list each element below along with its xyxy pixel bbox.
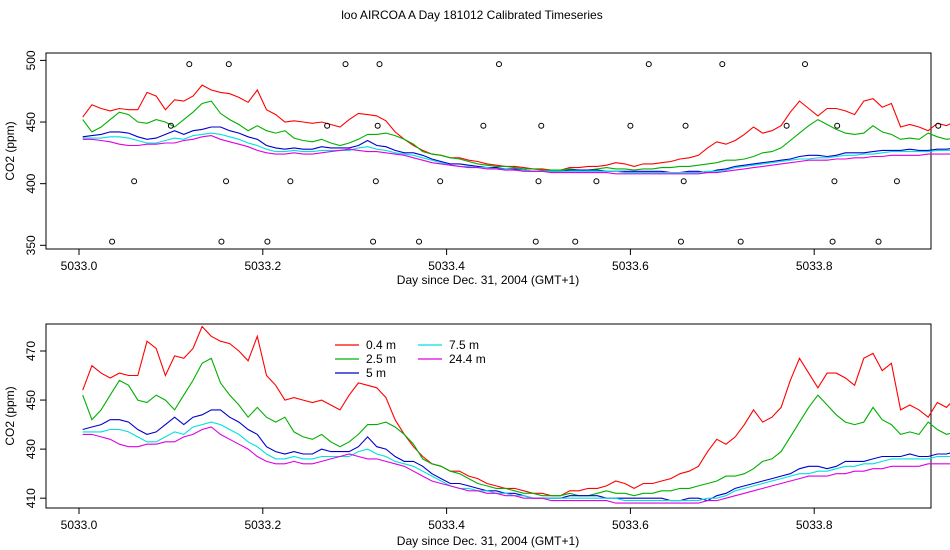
- bottom-y-tick-label: 450: [24, 390, 38, 410]
- scatter-point: [495, 61, 502, 68]
- bottom-y-tick-label: 430: [24, 439, 38, 459]
- top-x-tick-label: 5033.6: [612, 259, 649, 273]
- top-y-tick-label: 500: [24, 50, 38, 70]
- legend-label: 5 m: [366, 366, 386, 380]
- y-axis-top: 350 400 450 500: [24, 50, 46, 255]
- plot-frame-top: [45, 52, 932, 250]
- scatter-point: [370, 238, 377, 245]
- scatter-point: [186, 61, 193, 68]
- scatter-point: [682, 122, 689, 129]
- legend-label: 24.4 m: [449, 352, 486, 366]
- scatter-point: [875, 238, 882, 245]
- y-axis-bottom: 410 430 450 470: [24, 341, 46, 508]
- scatter-point: [893, 178, 900, 185]
- scatter-point: [131, 178, 138, 185]
- scatter-point: [167, 122, 174, 129]
- top-series-line-24-4-m: [82, 135, 950, 175]
- scatter-point: [538, 122, 545, 129]
- bottom-y-tick-label: 410: [24, 488, 38, 508]
- top-y-tick-label: 350: [24, 235, 38, 255]
- bottom-series-line-2-5-m: [82, 357, 950, 497]
- scatter-point: [223, 178, 230, 185]
- bottom-x-tick-label: 5033.0: [61, 518, 98, 532]
- scatter-point: [376, 61, 383, 68]
- legend: 0.4 m2.5 m5 m 7.5 m24.4 m: [335, 338, 486, 380]
- scatter-point: [802, 61, 809, 68]
- scatter-point: [680, 178, 687, 185]
- scatter-point: [374, 122, 381, 129]
- scatter-point: [593, 178, 600, 185]
- top-x-tick-label: 5033.4: [428, 259, 465, 273]
- legend-label: 7.5 m: [449, 338, 479, 352]
- bottom-x-tick-label: 5033.4: [428, 518, 465, 532]
- top-y-tick-label: 400: [24, 173, 38, 193]
- top-x-tick-label: 5033.8: [796, 259, 833, 273]
- bottom-panel: 410 430 450 470 5033.0 5033.2 5033.4 5033.6 503…: [3, 323, 950, 548]
- top-x-tick-label: 5033.2: [244, 259, 281, 273]
- top-series-line-2-5-m: [82, 100, 950, 171]
- scatter-point: [719, 61, 726, 68]
- scatter-point: [834, 122, 841, 129]
- x-axis-title-bottom: Day since Dec. 31, 2004 (GMT+1): [397, 534, 579, 548]
- top-x-tick-label: 5033.0: [61, 259, 98, 273]
- scatter-point: [572, 238, 579, 245]
- bottom-series-line-24-4-m: [82, 426, 950, 504]
- top-y-tick-label: 450: [24, 112, 38, 132]
- bottom-x-tick-label: 5033.2: [244, 518, 281, 532]
- scatter-point: [480, 122, 487, 129]
- scatter-point: [287, 178, 294, 185]
- y-axis-title-top: CO2 (ppm): [3, 121, 17, 180]
- series-lines-top: [82, 84, 950, 175]
- scatter-point: [264, 238, 271, 245]
- scatter-point: [783, 122, 790, 129]
- scatter-point: [416, 238, 423, 245]
- scatter-point: [829, 238, 836, 245]
- scatter-point: [324, 122, 331, 129]
- plot-frame-bottom: [45, 323, 932, 509]
- scatter-point: [109, 238, 116, 245]
- top-panel: 350 400 450 500 5033.0 5033.2 5033.4 5033.6 503…: [3, 50, 950, 287]
- scatter-point: [342, 61, 349, 68]
- scatter-point: [532, 238, 539, 245]
- scatter-point: [677, 238, 684, 245]
- series-lines-bottom: [82, 325, 950, 504]
- chart-title: loo AIRCOA A Day 181012 Calibrated Times…: [341, 8, 602, 22]
- bottom-x-tick-label: 5033.6: [612, 518, 649, 532]
- x-axis-title-top: Day since Dec. 31, 2004 (GMT+1): [397, 273, 579, 287]
- bottom-series-line-5-m: [82, 409, 950, 502]
- legend-label: 0.4 m: [366, 338, 396, 352]
- scatter-point: [737, 238, 744, 245]
- scatter-point: [218, 238, 225, 245]
- scatter-points-top: [109, 61, 942, 245]
- bottom-y-tick-label: 470: [24, 341, 38, 361]
- scatter-point: [831, 178, 838, 185]
- scatter-point: [225, 61, 232, 68]
- scatter-point: [627, 122, 634, 129]
- scatter-point: [372, 178, 379, 185]
- y-axis-title-bottom: CO2 (ppm): [3, 386, 17, 445]
- scatter-point: [645, 61, 652, 68]
- legend-label: 2.5 m: [366, 352, 396, 366]
- bottom-series-line-0-4-m: [82, 325, 950, 497]
- scatter-point: [535, 178, 542, 185]
- scatter-point: [935, 122, 942, 129]
- scatter-point: [437, 178, 444, 185]
- bottom-x-tick-label: 5033.8: [796, 518, 833, 532]
